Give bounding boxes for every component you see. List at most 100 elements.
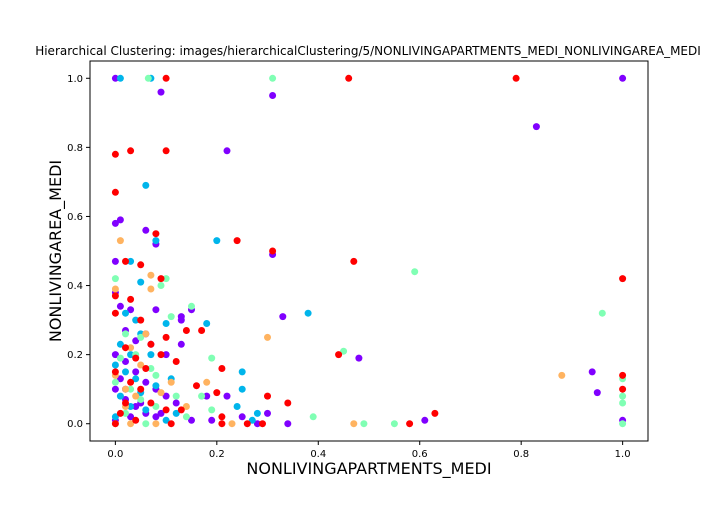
data-point	[142, 406, 150, 414]
data-point	[127, 351, 135, 359]
data-point	[619, 420, 627, 428]
data-point	[177, 406, 185, 414]
data-point	[335, 351, 343, 359]
data-point	[269, 247, 277, 255]
data-point	[137, 261, 145, 269]
data-point	[264, 392, 271, 400]
y-tick-label: 0.8	[67, 143, 83, 154]
data-point	[132, 368, 140, 376]
data-point	[152, 413, 160, 421]
data-point	[152, 403, 160, 410]
data-point	[132, 403, 140, 410]
data-point	[284, 420, 292, 428]
data-point	[144, 74, 152, 82]
data-point	[218, 365, 226, 372]
data-point	[162, 74, 170, 82]
data-point	[213, 237, 221, 245]
y-axis-label: NONLIVINGAREA_MEDI	[46, 160, 66, 342]
data-point	[350, 257, 358, 265]
data-point	[132, 375, 140, 383]
data-point	[264, 409, 271, 417]
data-point	[116, 74, 124, 82]
data-point	[238, 413, 246, 421]
data-point	[162, 275, 170, 283]
data-point	[172, 399, 180, 407]
data-point	[253, 409, 261, 417]
data-point	[147, 351, 155, 359]
data-point	[157, 351, 165, 359]
data-point	[111, 368, 119, 376]
data-point	[619, 275, 627, 283]
data-point	[350, 420, 358, 428]
data-point	[111, 420, 119, 428]
data-point	[619, 392, 627, 400]
data-point	[284, 399, 292, 407]
data-point	[198, 327, 206, 334]
data-point	[122, 257, 129, 265]
data-point	[279, 313, 287, 321]
data-point	[142, 365, 150, 372]
y-tick-label: 0.6	[67, 212, 83, 223]
plot-frame	[89, 60, 649, 442]
data-point	[111, 292, 119, 300]
data-point	[147, 271, 155, 279]
data-point	[127, 413, 135, 421]
data-point	[390, 420, 398, 428]
data-point	[147, 340, 155, 348]
x-tick-label: 0.2	[209, 449, 225, 460]
y-tick-label: 0.4	[67, 281, 83, 292]
data-point	[167, 420, 175, 428]
y-tick-label: 1.0	[67, 74, 83, 85]
data-point	[116, 375, 124, 383]
data-point	[162, 406, 170, 414]
data-point	[152, 230, 160, 238]
data-point	[157, 275, 165, 283]
data-point	[122, 309, 129, 317]
data-point	[132, 392, 140, 400]
data-point	[127, 295, 135, 303]
data-point	[345, 74, 353, 82]
data-point	[218, 420, 226, 428]
data-point	[152, 420, 160, 428]
data-point	[406, 420, 414, 428]
data-point	[116, 216, 124, 224]
data-point	[598, 309, 606, 317]
data-point	[208, 354, 216, 362]
data-point	[142, 420, 150, 428]
data-point	[233, 237, 241, 245]
data-point	[142, 226, 150, 234]
data-point	[253, 420, 261, 428]
data-point	[203, 320, 211, 327]
data-point	[111, 361, 119, 369]
data-point	[182, 327, 190, 334]
data-point	[228, 420, 236, 428]
data-point	[147, 285, 155, 293]
data-point	[157, 282, 165, 289]
data-point	[132, 354, 140, 362]
data-point	[116, 354, 124, 362]
data-point	[309, 413, 317, 421]
data-point	[238, 385, 246, 393]
data-point	[619, 74, 627, 82]
data-point	[162, 147, 170, 155]
x-tick-label: 0.8	[513, 449, 529, 460]
data-point	[269, 92, 277, 99]
data-point	[132, 316, 140, 324]
data-point	[223, 147, 231, 155]
data-point	[111, 385, 119, 393]
data-point	[203, 392, 211, 400]
data-point	[127, 257, 135, 265]
data-point	[157, 389, 165, 397]
data-point	[558, 371, 566, 379]
data-point	[593, 389, 601, 397]
data-point	[111, 150, 119, 158]
data-point	[162, 320, 170, 327]
data-point	[259, 420, 266, 428]
data-point	[122, 399, 129, 407]
x-axis-label: NONLIVINGAPARTMENTS_MEDI	[246, 459, 491, 479]
data-point	[588, 368, 596, 376]
data-point	[243, 420, 251, 428]
data-point	[127, 420, 135, 428]
data-point	[213, 389, 221, 397]
data-point	[619, 385, 627, 393]
